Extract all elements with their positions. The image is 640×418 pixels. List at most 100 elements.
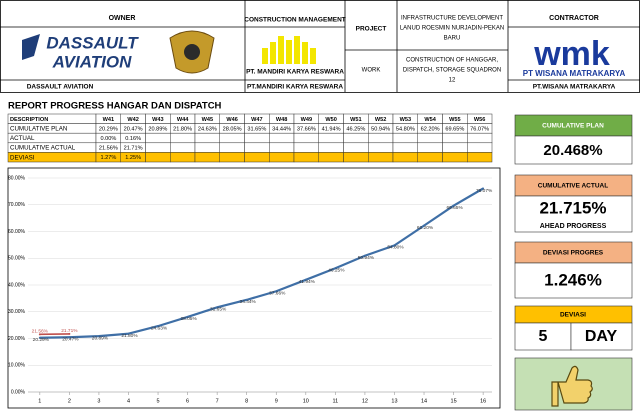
cell-text: 24.63% [198,126,217,132]
table-cell [343,142,369,153]
x-tick-label: 1 [38,398,41,404]
table-cell [368,142,394,153]
point [245,298,248,301]
x-tick-label: 6 [186,398,189,404]
table-cell [145,152,171,163]
point [127,332,130,335]
report-title: REPORT PROGRESS HANGAR DAN DISPATCH [8,101,222,112]
x-tick-label: 13 [391,398,397,404]
data-label: 46.25% [328,268,345,274]
work-line: DISPATCH, STORAGE SQUADRON [403,68,501,74]
cell-text: ACTUAL [10,135,35,142]
kpi-label: CUMULATIVE PLAN [542,123,604,130]
column-header: W49 [301,117,313,123]
table-cell [392,152,418,163]
data-label: 24.63% [151,325,168,331]
point [68,336,71,339]
cell-text: 37.66% [297,126,316,132]
data-label: 20.29% [33,337,50,343]
table-cell [194,152,220,163]
kpi-box [514,322,572,351]
kpi-value: 1.246% [544,270,602,289]
y-tick-label: 80.00% [8,175,26,181]
point [304,278,307,281]
kpi-box [514,195,633,233]
table-cell [293,152,319,163]
cell-text: 76.07% [470,126,489,132]
contractor-label: CONTRACTOR [549,15,599,22]
x-tick-label: 11 [333,398,339,404]
point [482,187,485,190]
table-cell [194,142,220,153]
chart-frame [7,167,501,409]
column-header: W45 [202,117,214,123]
table-cell [442,152,468,163]
column-header: W44 [177,117,189,123]
cell-text: 20.89% [148,126,167,132]
table-cell [343,132,369,144]
table-cell [467,152,493,163]
point [38,333,41,336]
data-label: 20.47% [62,337,79,343]
point [216,306,219,309]
data-label: 28.05% [180,316,197,322]
data-label: 21.80% [121,333,138,339]
table-cell [244,152,270,163]
data-label: 37.66% [269,291,286,297]
cell-text: 21.71% [124,146,143,152]
table-cell [244,142,270,153]
kpi-box [514,135,633,165]
header-lines [0,0,640,92]
data-label: 21.56% [32,329,49,335]
kpi-note: AHEAD PROGRESS [540,223,607,230]
series-line [39,187,484,339]
contractor-name: PT.WISANA MATRAKARYA [533,84,616,91]
data-label: 34.44% [240,299,257,305]
project-label: PROJECT [356,26,387,33]
column-header: W55 [449,117,461,123]
table-cell [219,142,245,153]
cm-logo-text: PT. MANDIRI KARYA RESWARA [246,69,344,76]
x-tick-label: 9 [275,398,278,404]
cell-text: 1.25% [125,155,141,161]
x-tick-label: 16 [480,398,486,404]
data-label: 76.07% [476,188,493,194]
cell-text: 0.00% [100,136,116,142]
cell-text: 50.94% [371,126,390,132]
column-header: W51 [350,117,362,123]
cm-label: CONSTRUCTION MANAGEMENT [244,17,345,24]
owner-name: DASSAULT AVIATION [27,84,94,91]
data-label: 62.20% [417,225,434,231]
column-header: W43 [152,117,164,123]
cell-text: 20.29% [99,126,118,132]
cell-text: 21.80% [173,126,192,132]
y-tick-label: 50.00% [8,256,26,262]
kpi-label: DEVIASI [560,312,586,319]
data-label: 31.65% [210,307,227,313]
table-cell [417,142,443,153]
data-label: 20.89% [92,335,109,341]
table-cell [318,152,344,163]
x-tick-label: 14 [421,398,427,404]
column-header: W53 [400,117,412,123]
column-header: W52 [375,117,387,123]
project-line: LANUD ROESMIN NURJADIN-PEKAN [400,26,504,32]
table-cell [194,132,220,144]
data-label: 41.94% [299,279,316,285]
table-cell [392,132,418,144]
x-tick-label: 12 [362,398,368,404]
cell-text: 69.65% [445,126,464,132]
table-cell [343,152,369,163]
cell-text: 31.65% [247,126,266,132]
cell-text: 62.20% [421,126,440,132]
kpi-value: 5 [539,328,548,345]
point [334,267,337,270]
table-cell [145,132,171,144]
column-header: W50 [325,117,337,123]
table-cell [318,132,344,144]
progress-table: DESCRIPTION W41 W42 W43 W44 W45 W46 W47 W48 W49 W5… [7,113,493,163]
y-tick-label: 40.00% [8,282,26,288]
cell-text: 1.27% [100,155,116,161]
column-header: W56 [474,117,486,123]
